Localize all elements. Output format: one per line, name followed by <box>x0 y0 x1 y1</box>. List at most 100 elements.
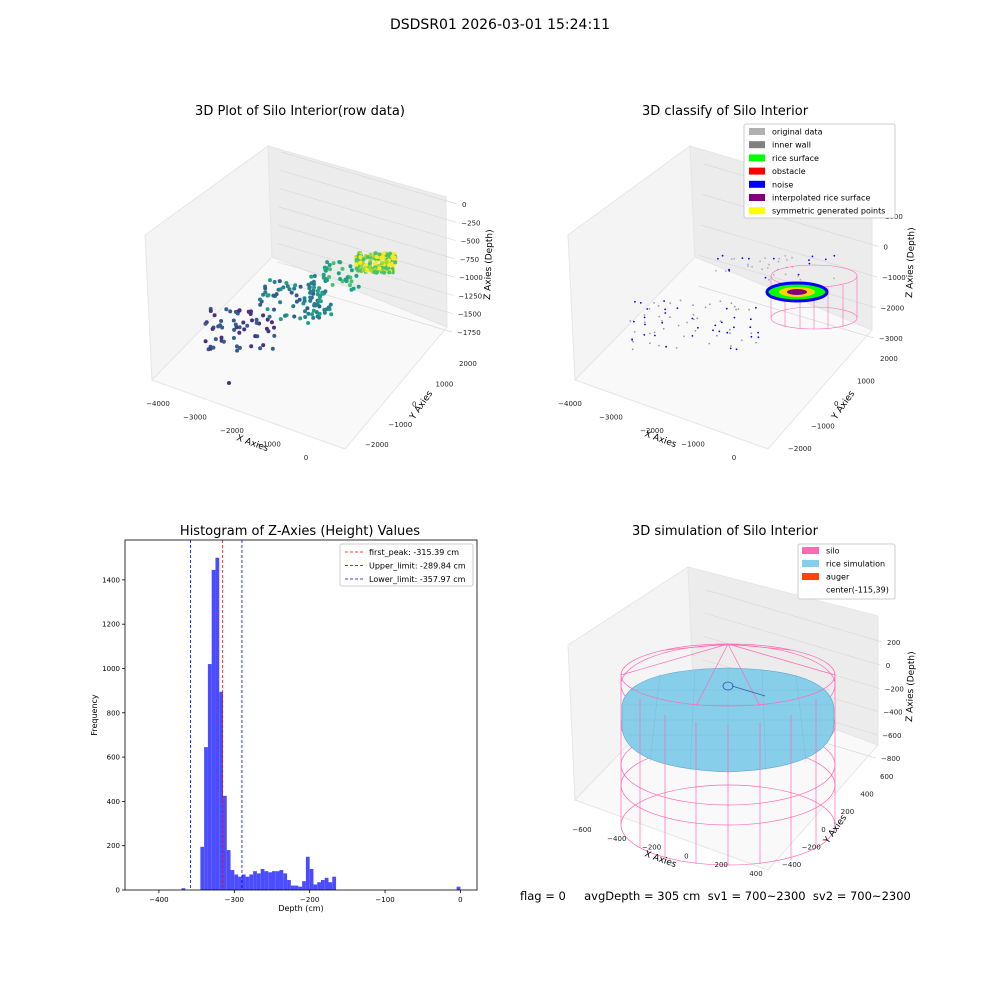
legend-label: center(-115,39) <box>826 586 889 595</box>
scatter-point <box>237 308 242 313</box>
panel1-xlabel: X Axies <box>235 433 270 454</box>
noise-point <box>649 332 651 335</box>
scatter-point <box>272 333 277 338</box>
z-grid-line <box>704 612 881 666</box>
scatter-point <box>302 296 307 301</box>
y-tick-label: 0 <box>821 826 825 834</box>
noise-point <box>653 302 655 304</box>
scatter-point <box>272 325 276 330</box>
scatter-point <box>228 309 233 314</box>
rice-simulation-surface <box>621 667 835 773</box>
noise-point <box>761 268 764 271</box>
scatter-point <box>356 268 361 273</box>
scatter-point <box>237 345 242 350</box>
scatter-point <box>330 282 335 287</box>
scatter-point <box>309 281 314 286</box>
scatter-point <box>269 320 274 325</box>
histogram-bar <box>279 870 284 890</box>
noise-point <box>748 308 750 311</box>
scatter-point <box>372 270 377 274</box>
histogram-bar <box>200 846 205 890</box>
scatter-point <box>203 321 208 326</box>
scatter-point <box>311 308 316 313</box>
silo-wireframe-small <box>770 264 858 330</box>
noise-point <box>704 306 707 309</box>
histogram-chart: −400 −300 −200 −100 0 0 200 400 600 800 1000 1200 1… <box>90 539 478 913</box>
histogram-bar <box>305 856 310 890</box>
z-grid-line <box>699 255 876 308</box>
y-tick-label: −2000 <box>365 441 389 449</box>
scatter-point <box>325 260 330 265</box>
histogram-legend: first_peak: -315.39 cm Upper_limit: -289.… <box>339 543 474 587</box>
scatter-point <box>368 252 373 257</box>
noise-point <box>661 320 663 322</box>
noise-point <box>768 263 770 266</box>
scatter-point <box>258 346 263 351</box>
noise-point <box>696 317 699 320</box>
classify-scatter-3d: −4000 −3000 −2000 −1000 0 −2000 −1000 0 1000 2000… <box>558 123 917 462</box>
legend-label: rice surface <box>772 154 819 163</box>
scatter-point <box>312 274 317 278</box>
scatter-point <box>270 346 275 351</box>
scatter-point <box>242 327 247 332</box>
scatter-point <box>328 302 333 307</box>
scatter-point <box>232 327 237 332</box>
legend-label: auger <box>826 573 850 582</box>
scatter-point <box>237 325 242 330</box>
scatter-point <box>327 275 332 279</box>
scatter-point <box>368 261 372 266</box>
scatter-point <box>358 260 363 265</box>
noise-point <box>719 300 722 303</box>
scatter-point <box>289 290 294 295</box>
panel4-title: 3D simulation of Silo Interior <box>632 524 818 539</box>
noise-point <box>649 342 651 345</box>
scatter-point <box>297 297 302 302</box>
y-tick-label: 1000 <box>102 665 120 673</box>
noise-point <box>662 327 665 330</box>
figure-title: DSDSR01 2026-03-01 15:24:11 <box>389 17 610 33</box>
legend-swatch <box>802 560 819 567</box>
panel1-panes <box>144 145 448 450</box>
scatter-point <box>246 309 251 314</box>
y-tick-label: −400 <box>782 861 801 869</box>
scatter-point <box>337 260 342 264</box>
scatter-point <box>221 339 226 344</box>
scatter-point <box>250 318 254 323</box>
noise-point <box>692 304 694 307</box>
y-tick-label: 2000 <box>880 355 898 363</box>
noise-point <box>712 329 714 332</box>
scatter-point <box>266 329 271 334</box>
noise-point <box>751 265 753 268</box>
scatter-point <box>358 255 363 260</box>
x-tick-label: −300 <box>225 896 244 904</box>
noise-point <box>631 338 633 341</box>
noise-point <box>714 324 717 327</box>
scatter-point <box>231 336 236 340</box>
scatter-point <box>361 257 366 262</box>
scatter-point <box>307 286 312 291</box>
histogram-bar <box>290 885 295 890</box>
x-tick-label: −200 <box>300 896 319 904</box>
scatter-point <box>354 262 359 267</box>
noise-point <box>716 334 718 337</box>
noise-point <box>777 260 780 263</box>
noise-point <box>799 278 802 281</box>
scatter-point <box>276 287 281 292</box>
y-tick-label: 1000 <box>436 380 454 388</box>
scatter-point <box>263 290 268 295</box>
scatter-point <box>294 293 299 298</box>
noise-point <box>717 257 719 260</box>
scatter-point <box>249 344 254 349</box>
x-tick-label: 0 <box>458 896 462 904</box>
noise-point <box>797 275 799 277</box>
panel2-legend: original data inner wall rice surface obsta… <box>743 123 896 219</box>
scatter-point <box>219 335 224 340</box>
noise-point <box>646 308 649 310</box>
noise-point <box>730 345 732 347</box>
scatter-point <box>387 270 392 275</box>
x-tick-label: 200 <box>715 861 728 869</box>
noise-point <box>657 305 660 307</box>
histogram-bar <box>268 872 272 890</box>
scatter-point <box>253 334 258 339</box>
scatter-point <box>338 277 343 281</box>
